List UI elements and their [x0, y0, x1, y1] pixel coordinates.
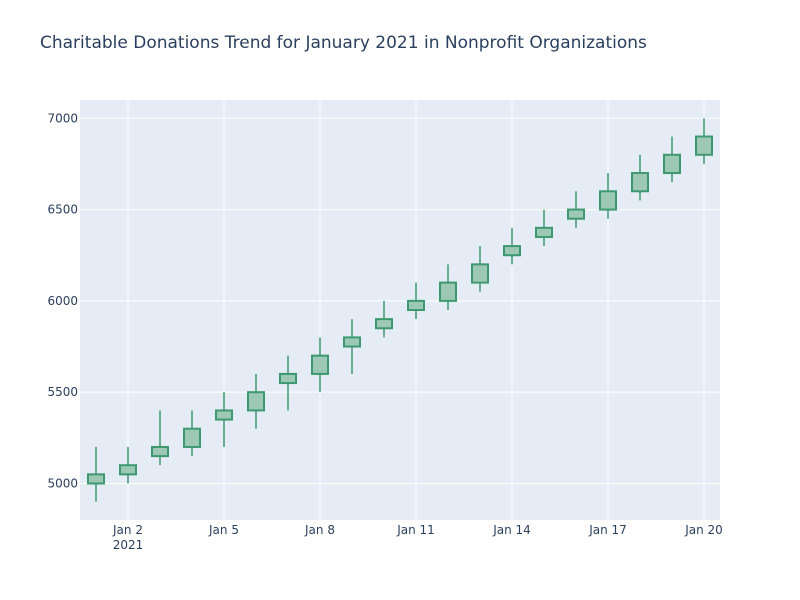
candle [247, 373, 265, 429]
candle-body [439, 281, 457, 302]
candle-body [215, 409, 233, 421]
candlestick-series [87, 118, 713, 502]
candle-body [279, 372, 297, 385]
candle [119, 446, 137, 484]
candle-body [151, 445, 169, 458]
x-tick-label: Jan 5 [208, 523, 239, 537]
y-tick-label: 5000 [47, 476, 78, 490]
candle [503, 227, 521, 265]
candle-body [631, 172, 649, 193]
x-tick-label: Jan 17 [588, 523, 627, 537]
x-tick-label: Jan 11 [396, 523, 435, 537]
plot-background [80, 100, 720, 520]
x-tick-label: Jan 14 [492, 523, 531, 537]
candle [151, 410, 169, 466]
candle-body [343, 336, 361, 348]
candle-body [375, 318, 393, 330]
candle [471, 246, 489, 292]
candle-body [471, 263, 489, 284]
candle-body [567, 208, 585, 220]
x-tick-label: Jan 8 [304, 523, 335, 537]
candle-body [663, 153, 681, 175]
candle [279, 355, 297, 411]
y-axis-ticks: 5000 5500 6000 6500 7000 [47, 111, 78, 490]
chart-title: Charitable Donations Trend for January 2… [40, 33, 647, 53]
candle-body [695, 135, 713, 156]
x-tick-label: Jan 2 [112, 523, 143, 537]
candle-body [503, 245, 521, 257]
candle [695, 118, 713, 164]
candle-body [119, 464, 137, 476]
candle-body [535, 226, 553, 238]
candle [535, 209, 553, 247]
candle-body [407, 299, 425, 312]
candle-body [87, 473, 105, 485]
y-tick-label: 5500 [47, 385, 78, 399]
candle-body [183, 427, 201, 448]
candle [183, 410, 201, 457]
candle [407, 282, 425, 320]
candle [87, 446, 105, 502]
y-tick-label: 6500 [47, 203, 78, 217]
candle [663, 136, 681, 183]
x-tick-sublabel: 2021 [113, 538, 144, 552]
candle [215, 392, 233, 447]
candle [375, 300, 393, 338]
y-tick-label: 6000 [47, 294, 78, 308]
candle [631, 154, 649, 201]
candle-body [247, 391, 265, 412]
x-tick-label: Jan 20 [684, 523, 723, 537]
candle-body [311, 354, 329, 375]
candle [343, 319, 361, 374]
candle-body [599, 190, 617, 211]
candle [599, 173, 617, 219]
candle [311, 337, 329, 393]
y-tick-label: 7000 [47, 111, 78, 125]
candle [439, 264, 457, 310]
candle [567, 191, 585, 228]
